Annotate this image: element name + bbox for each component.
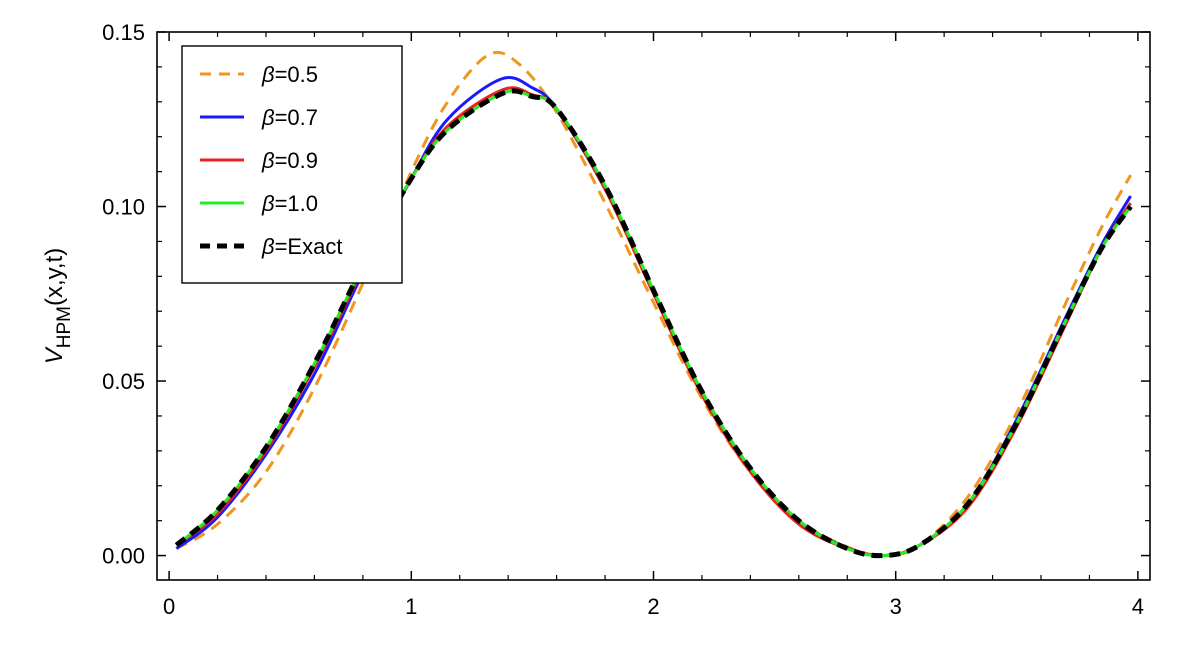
y-tick-label: 0.15 [102, 20, 145, 45]
y-axis-title-sub: HPM [54, 306, 75, 348]
legend-label-1.0: β=1.0 [261, 191, 318, 216]
series-line-0.5 [175, 50, 1132, 558]
legend-label-exact: β=Exact [261, 234, 342, 259]
y-axis-title-main: V [41, 346, 68, 364]
series-line-exact [174, 88, 1133, 559]
y-tick-label: 0.05 [102, 369, 145, 394]
legend-label-0.7: β=0.7 [261, 105, 318, 130]
y-axis-title: VHPM(x,y,t) [41, 248, 75, 364]
y-axis-title-rest: (x,y,t) [41, 248, 68, 306]
x-tick-label: 3 [890, 594, 902, 619]
series-layer [174, 50, 1133, 559]
legend-value: =1.0 [275, 191, 318, 216]
x-tick-label: 1 [405, 594, 417, 619]
ticks-layer: 0 1 2 3 4 0.00 0.05 0.10 0.15 [102, 20, 1150, 619]
legend-value: =0.9 [275, 148, 318, 173]
legend-symbol: β [261, 62, 275, 87]
x-tick-label: 0 [163, 594, 175, 619]
legend-label-0.5: β=0.5 [261, 62, 318, 87]
x-tick-label: 4 [1132, 594, 1144, 619]
legend: β=0.5β=0.7β=0.9β=1.0β=Exact [181, 45, 403, 284]
y-tick-label: 0.10 [102, 195, 145, 220]
legend-value: =0.5 [275, 62, 318, 87]
legend-symbol: β [261, 191, 275, 216]
legend-symbol: β [261, 234, 275, 259]
x-tick-label: 2 [647, 594, 659, 619]
legend-symbol: β [261, 148, 275, 173]
legend-value: =Exact [275, 234, 343, 259]
y-tick-label: 0.00 [102, 544, 145, 569]
legend-label-0.9: β=0.9 [261, 148, 318, 173]
legend-value: =0.7 [275, 105, 318, 130]
legend-symbol: β [261, 105, 275, 130]
